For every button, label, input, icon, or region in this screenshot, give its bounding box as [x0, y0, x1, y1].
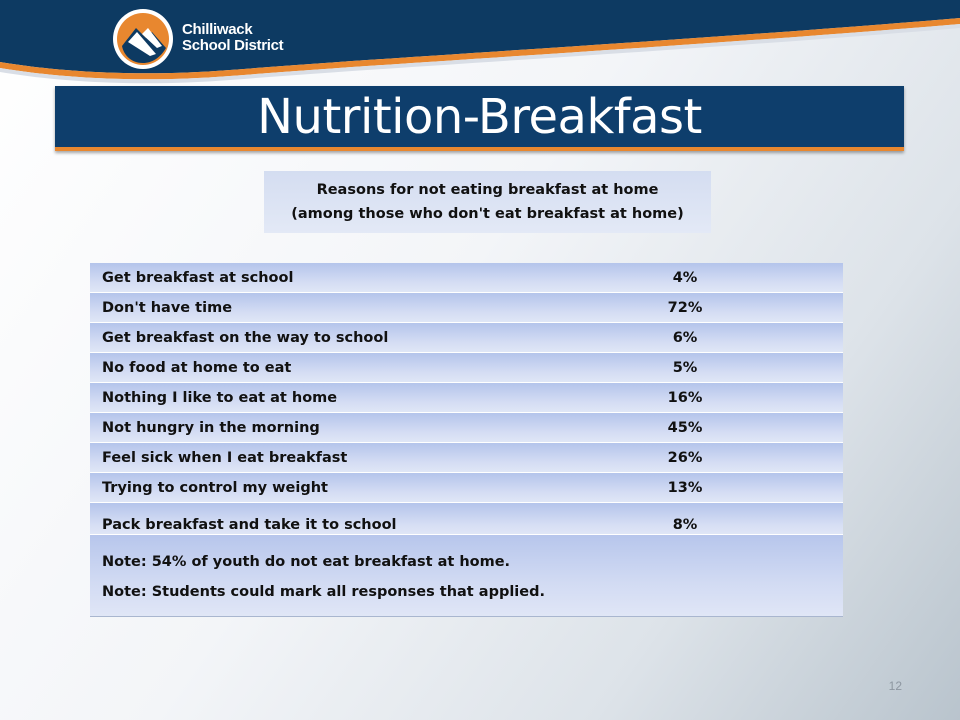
caption-line-2: (among those who don't eat breakfast at …: [291, 206, 684, 222]
note-multiple-responses: Note: Students could mark all responses …: [102, 584, 545, 600]
table-row: Don't have time 72%: [90, 293, 843, 323]
row-value: 13%: [667, 479, 703, 496]
row-value: 26%: [667, 449, 703, 466]
table-row: Feel sick when I eat breakfast 26%: [90, 443, 843, 473]
mountain-swoosh-icon: [112, 8, 174, 70]
row-value: 5%: [672, 359, 698, 376]
table-row: Get breakfast at school 4%: [90, 263, 843, 293]
table-row: Get breakfast on the way to school 6%: [90, 323, 843, 353]
note-youth-percentage: Note: 54% of youth do not eat breakfast …: [102, 554, 511, 570]
row-value: 16%: [667, 389, 703, 406]
page-number: 12: [888, 679, 902, 693]
row-value: 8%: [672, 517, 698, 533]
title-bar: Nutrition-Breakfast: [55, 86, 904, 151]
table-row: Pack breakfast and take it to school 8%: [90, 503, 843, 535]
row-value: 6%: [672, 329, 698, 346]
reasons-table: Get breakfast at school 4% Don't have ti…: [90, 263, 843, 617]
table-row: Not hungry in the morning 45%: [90, 413, 843, 443]
district-name: Chilliwack School District: [182, 21, 284, 54]
row-value: 45%: [667, 419, 703, 436]
row-label: Trying to control my weight: [102, 479, 328, 496]
table-row: No food at home to eat 5%: [90, 353, 843, 383]
logo-line-1: Chilliwack: [182, 21, 253, 38]
table-row: Nothing I like to eat at home 16%: [90, 383, 843, 413]
row-label: Nothing I like to eat at home: [102, 389, 338, 406]
table-row: Trying to control my weight 13%: [90, 473, 843, 503]
caption-line-1: Reasons for not eating breakfast at home: [316, 182, 659, 198]
row-label: Not hungry in the morning: [102, 419, 320, 436]
row-label: Get breakfast on the way to school: [102, 329, 389, 346]
row-value: 72%: [667, 299, 703, 316]
table-caption: Reasons for not eating breakfast at home…: [264, 171, 711, 233]
row-label: Pack breakfast and take it to school: [102, 517, 397, 533]
table-notes: Note: 54% of youth do not eat breakfast …: [90, 535, 843, 616]
row-label: Get breakfast at school: [102, 269, 294, 286]
logo-line-2: School District: [182, 37, 284, 54]
row-label: Don't have time: [102, 299, 233, 316]
header-banner: [0, 0, 960, 84]
page-title: Nutrition-Breakfast: [257, 88, 702, 145]
row-label: Feel sick when I eat breakfast: [102, 449, 348, 466]
row-value: 4%: [672, 269, 698, 286]
row-label: No food at home to eat: [102, 359, 292, 376]
